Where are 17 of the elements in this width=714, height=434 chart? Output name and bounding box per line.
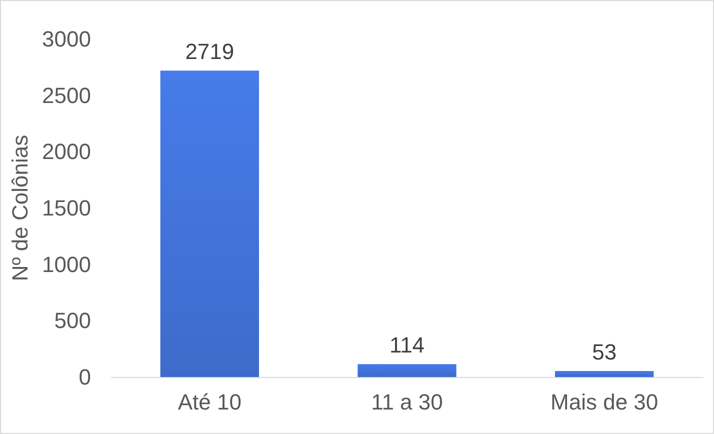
y-tick-label: 1000 [42,252,91,277]
y-tick-label: 0 [78,364,91,390]
bar [160,70,259,377]
x-tick-label: Mais de 30 [550,390,658,414]
y-tick-label: 3000 [42,26,91,52]
data-label: 2719 [185,39,234,64]
data-label: 53 [592,340,617,365]
y-tick-label: 500 [54,308,91,334]
bar [358,364,456,377]
y-axis-title: Nº de Colônias [8,134,33,282]
x-tick-label: Até 10 [178,390,242,414]
y-tick-label: 2000 [42,139,91,164]
x-tick-label: 11 a 30 [371,390,443,414]
y-tick-label: 1500 [42,196,91,220]
data-label: 114 [389,332,425,358]
bar [555,371,654,377]
y-tick-label: 2500 [42,82,91,108]
